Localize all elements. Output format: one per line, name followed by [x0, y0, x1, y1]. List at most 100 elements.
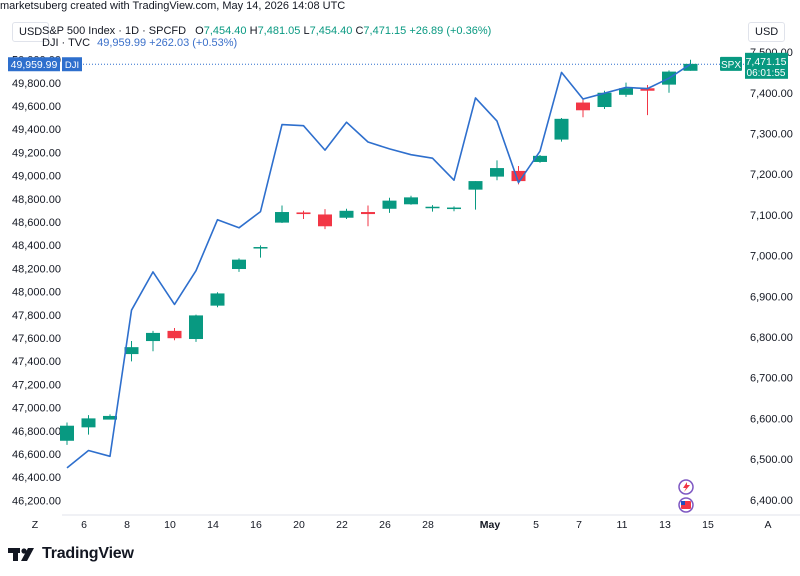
spx-candle-body [146, 332, 160, 342]
spx-legend[interactable]: S&P 500 Index · 1D · SPCFD O7,454.40 H7,… [42, 25, 491, 37]
spx-symbol-name: S&P 500 Index · 1D · SPCFD [42, 25, 187, 37]
right-axis-tick-label: 7,200.00 [750, 169, 793, 181]
spx-candle-body [189, 315, 203, 340]
dji-change: +262.03 (+0.53%) [149, 37, 238, 49]
left-axis-tick-label: 48,200.00 [12, 263, 61, 275]
dji-axis-tag-label: DJI [65, 60, 79, 71]
spx-axis-tag [720, 56, 742, 71]
spx-candle-body [296, 212, 311, 215]
spx-open-label: O [195, 25, 204, 37]
right-axis-tick-label: 7,400.00 [750, 88, 793, 100]
spx-candle-body [511, 170, 526, 182]
spx-candle-body [210, 293, 225, 306]
time-axis-tick-label: 7 [576, 519, 582, 531]
spx-candle-body [81, 418, 96, 428]
left-axis-tick-label: 47,400.00 [12, 356, 61, 368]
spx-last-price-value: 7,471.15 [746, 56, 787, 68]
left-axis-tick-label: 47,600.00 [12, 333, 61, 345]
time-axis-tick-label: 10 [164, 519, 176, 531]
spx-change: +26.89 (+0.36%) [409, 25, 492, 37]
time-axis-tick-label: May [480, 519, 501, 531]
time-axis-tick-label: 13 [659, 519, 671, 531]
dji-value: 49,959.99 [97, 37, 147, 49]
spx-candle-body [683, 63, 698, 71]
right-axis-tick-label: 7,300.00 [750, 128, 793, 140]
left-axis-tick-label: 46,600.00 [12, 449, 61, 461]
time-axis-tick-label: 15 [702, 519, 714, 531]
spx-candle-body [619, 88, 633, 95]
spx-close-label: C [355, 25, 364, 37]
right-axis-tick-label: 7,000.00 [750, 251, 793, 263]
time-axis-tick-label: 28 [422, 519, 434, 531]
left-axis-tick-label: 49,600.00 [12, 101, 61, 113]
left-axis-tick-label: 47,200.00 [12, 379, 61, 391]
right-axis-tick-label: 6,400.00 [750, 495, 793, 507]
spx-candle-body [640, 88, 655, 91]
time-axis-tick-label: 5 [533, 519, 539, 531]
left-axis-tick-label: 46,200.00 [12, 495, 61, 507]
spx-candle-body [275, 212, 289, 223]
tradingview-wordmark: TradingView [42, 545, 134, 562]
left-axis-tick-label: 49,400.00 [12, 124, 61, 136]
spx-bar-countdown: 06:01:55 [747, 68, 786, 79]
right-axis-tick-label: 6,500.00 [750, 454, 793, 466]
tradingview-logo-icon [8, 548, 34, 561]
dji-legend[interactable]: DJI · TVC 49,959.99 +262.03 (+0.53%) [42, 37, 237, 49]
time-axis-tick-label: 22 [336, 519, 348, 531]
time-axis-tick-label: 11 [617, 519, 628, 531]
left-currency-button[interactable]: USD [12, 22, 50, 42]
right-axis-tick-label: 7,100.00 [750, 210, 793, 222]
spx-candle-body [404, 197, 418, 205]
right-axis-tick-label: 6,600.00 [750, 413, 793, 425]
spx-last-price-badge [745, 52, 788, 79]
spx-close-value: 7,471.15 [363, 25, 407, 37]
spx-axis-tag-label: SPX [721, 60, 741, 71]
dji-symbol-name: DJI · TVC [42, 37, 91, 49]
spx-candle-body [576, 102, 590, 111]
dji-last-price-value: 49,959.99 [11, 59, 58, 71]
spx-candle-body [361, 212, 375, 215]
left-axis-tick-label: 46,400.00 [12, 472, 61, 484]
spx-open-value: 7,454.40 [203, 25, 247, 37]
spx-candle-body [447, 207, 461, 210]
tradingview-brand[interactable]: TradingView [8, 545, 134, 563]
left-axis-tick-label: 49,200.00 [12, 147, 61, 159]
spx-high-label: H [249, 25, 258, 37]
spx-high-value: 7,481.05 [257, 25, 301, 37]
left-axis-tick-label: 46,800.00 [12, 426, 61, 438]
spx-candle-body [533, 155, 547, 162]
left-axis-tick-label: 48,800.00 [12, 194, 61, 206]
left-axis-tick-label: 48,000.00 [12, 287, 61, 299]
dji-price-line [66, 63, 691, 469]
time-axis-tick-label: 6 [81, 519, 87, 531]
time-axis-tick-label: 8 [124, 519, 130, 531]
spx-low-label: L [303, 25, 310, 37]
spx-candle-body [103, 415, 117, 420]
spx-candle-body [253, 247, 268, 249]
spx-candle-body [339, 210, 354, 218]
left-axis-tick-label: 49,800.00 [12, 78, 61, 90]
time-axis-tick-label: 26 [379, 519, 391, 531]
lightning-icon [683, 482, 690, 492]
spx-candle-body [167, 330, 182, 339]
spx-candle-body [60, 425, 74, 441]
time-axis-tick-label: A [764, 519, 771, 531]
spx-candle-body [232, 259, 246, 270]
spx-candle-body [597, 92, 612, 108]
spx-candle-body [425, 206, 440, 209]
chart-creator-credit: marketsuberg created with TradingView.co… [0, 0, 346, 12]
time-axis-tick-label: Z [32, 519, 39, 531]
spx-low-value: 7,454.40 [309, 25, 353, 37]
spx-candle-body [318, 214, 332, 227]
left-axis-tick-label: 48,400.00 [12, 240, 61, 252]
us-flag-canton-icon [681, 501, 685, 505]
left-axis-tick-label: 49,000.00 [12, 171, 61, 183]
dji-last-price-badge [8, 57, 60, 72]
spx-candle-body [382, 200, 397, 209]
right-axis-tick-label: 6,900.00 [750, 291, 793, 303]
dji-axis-tag [62, 57, 82, 72]
spx-candle-body [490, 168, 504, 177]
right-currency-button[interactable]: USD [748, 22, 786, 42]
time-axis-tick-label: 20 [293, 519, 305, 531]
